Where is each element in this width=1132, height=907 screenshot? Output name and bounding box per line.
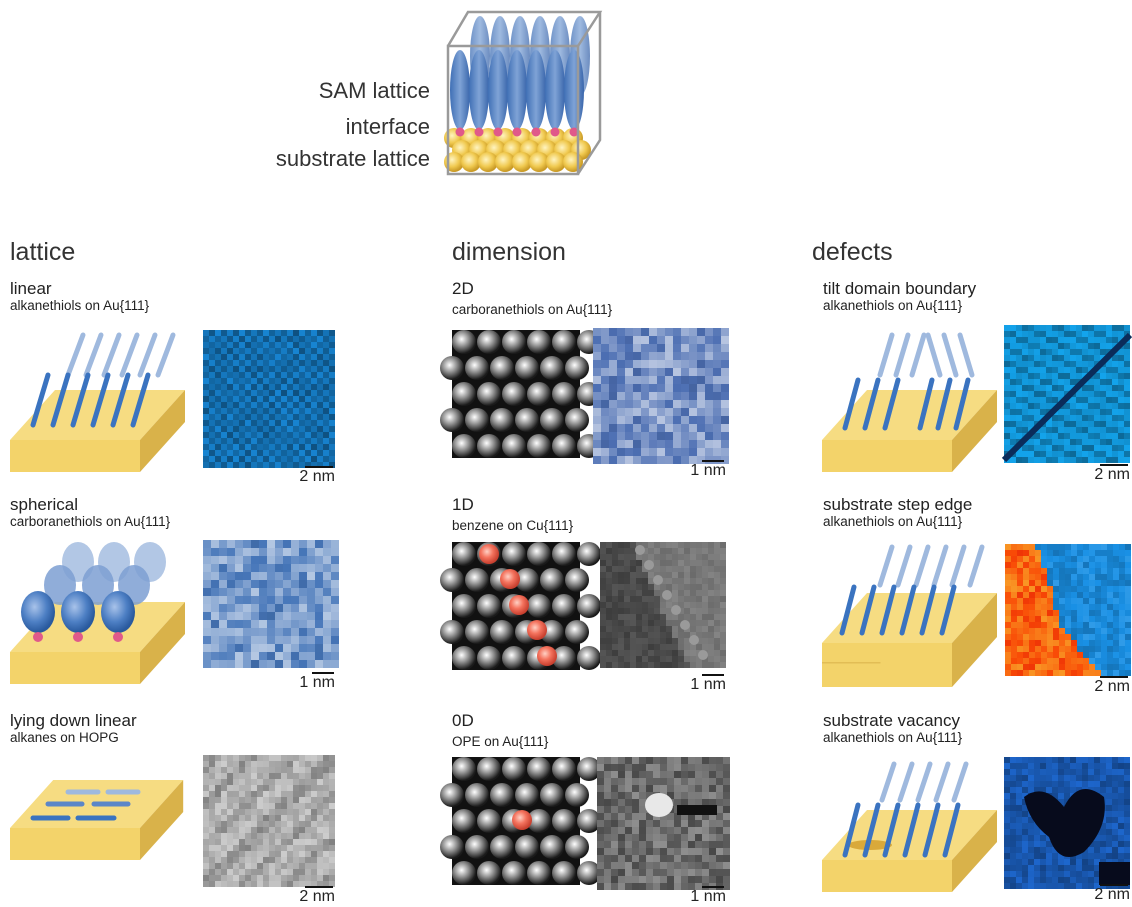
scale-label: 2 nm <box>1094 886 1130 903</box>
item-title: lying down linear <box>10 711 137 730</box>
stm-image-step <box>1005 544 1131 676</box>
scale-label: 2 nm <box>1094 466 1130 483</box>
stm-image-1d <box>600 542 726 668</box>
scale-label: 1 nm <box>690 676 726 693</box>
scale-label: 1 nm <box>690 888 726 905</box>
item-title: tilt domain boundary <box>823 279 977 298</box>
item-title: 2D <box>452 279 474 298</box>
stm-image-tilt <box>1001 325 1132 463</box>
column-title-dimension: dimension <box>452 238 566 266</box>
column-title-lattice: lattice <box>10 238 76 266</box>
substrate-block-linear <box>10 332 185 472</box>
stm-image-2d <box>593 328 729 464</box>
item-subtitle: alkanes on HOPG <box>10 730 119 745</box>
label-interface: interface <box>345 114 430 139</box>
item-title: linear <box>10 279 52 298</box>
scale-label: 1 nm <box>299 674 335 691</box>
stm-image-linear <box>203 330 335 468</box>
stm-image-0d <box>597 757 730 890</box>
scale-bar <box>1100 676 1128 678</box>
item-subtitle: alkanethiols on Au{111} <box>823 298 963 313</box>
substrate-block-step <box>822 544 997 687</box>
scale-bar <box>305 886 333 888</box>
item-title: substrate step edge <box>823 495 973 514</box>
stm-image-vacancy <box>1004 757 1130 889</box>
scale-bar <box>312 672 334 674</box>
sam-cube-diagram <box>444 10 603 176</box>
item-title: substrate vacancy <box>823 711 961 730</box>
column-title-defects: defects <box>812 238 893 266</box>
item-title: 1D <box>452 495 474 514</box>
scale-bar <box>1100 464 1128 466</box>
item-title: spherical <box>10 495 79 514</box>
label-substrate-lattice: substrate lattice <box>275 146 430 171</box>
item-subtitle: carboranethiols on Au{111} <box>10 514 171 529</box>
item-subtitle: OPE on Au{111} <box>452 734 549 749</box>
substrate-block-lying <box>10 780 184 860</box>
substrate-block-vacancy <box>822 761 997 892</box>
sphere-grid-0d <box>440 757 601 885</box>
substrate-block-spherical <box>10 542 185 684</box>
item-title: 0D <box>452 711 474 730</box>
item-subtitle: benzene on Cu{111} <box>452 518 574 533</box>
scale-bar <box>702 674 724 676</box>
scale-bar <box>305 466 333 468</box>
label-sam-lattice: SAM lattice <box>318 78 430 103</box>
substrate-block-tilt <box>822 332 997 472</box>
scale-label: 2 nm <box>299 468 335 485</box>
scale-bar <box>1100 884 1128 886</box>
scale-bar <box>702 460 724 462</box>
stm-image-lying <box>203 755 335 887</box>
sphere-grid-1d <box>440 542 601 670</box>
item-subtitle: alkanethiols on Au{111} <box>823 730 963 745</box>
item-subtitle: alkanethiols on Au{111} <box>10 298 150 313</box>
stm-image-spherical <box>203 540 339 668</box>
scale-label: 1 nm <box>690 462 726 479</box>
scale-label: 2 nm <box>1094 678 1130 695</box>
item-subtitle: carboranethiols on Au{111} <box>452 302 613 317</box>
scale-label: 2 nm <box>299 888 335 905</box>
item-subtitle: alkanethiols on Au{111} <box>823 514 963 529</box>
scale-bar <box>702 886 724 888</box>
sphere-grid-2d <box>440 330 601 458</box>
